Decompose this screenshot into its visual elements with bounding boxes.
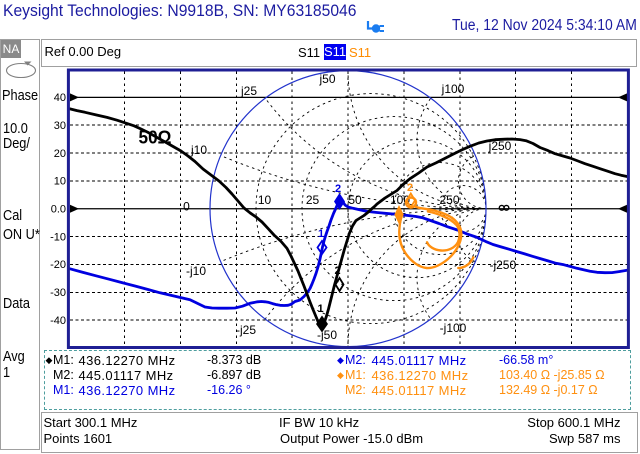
- svg-text:2: 2: [335, 183, 341, 195]
- svg-text:50: 50: [348, 193, 362, 207]
- svg-text:250: 250: [439, 193, 459, 207]
- svg-text:20: 20: [54, 148, 66, 160]
- svg-text:10: 10: [54, 176, 66, 188]
- svg-text:-40: -40: [50, 315, 66, 327]
- svg-text:0.0: 0.0: [51, 204, 66, 216]
- svg-text:-j250: -j250: [489, 258, 516, 272]
- svg-text:-j100: -j100: [440, 321, 467, 335]
- svg-text:-20: -20: [50, 259, 66, 271]
- svg-text:1: 1: [317, 303, 323, 315]
- svg-text:j10: j10: [190, 143, 207, 157]
- svg-text:j25: j25: [240, 84, 257, 98]
- svg-text:0: 0: [183, 200, 190, 214]
- svg-text:40: 40: [54, 92, 66, 104]
- svg-text:10: 10: [258, 193, 272, 207]
- svg-text:-10: -10: [50, 231, 66, 243]
- svg-text:-j10: -j10: [186, 264, 206, 278]
- svg-text:-j50: -j50: [317, 328, 337, 342]
- svg-text:1: 1: [318, 228, 324, 240]
- svg-text:-30: -30: [50, 287, 66, 299]
- svg-text:30: 30: [54, 120, 66, 132]
- svg-text:2: 2: [407, 182, 413, 194]
- svg-text:2: 2: [334, 265, 340, 277]
- svg-text:j100: j100: [441, 82, 465, 96]
- svg-text:j250: j250: [488, 139, 512, 153]
- svg-text:j50: j50: [318, 72, 335, 86]
- svg-text:25: 25: [306, 193, 320, 207]
- svg-text:-j25: -j25: [236, 323, 256, 337]
